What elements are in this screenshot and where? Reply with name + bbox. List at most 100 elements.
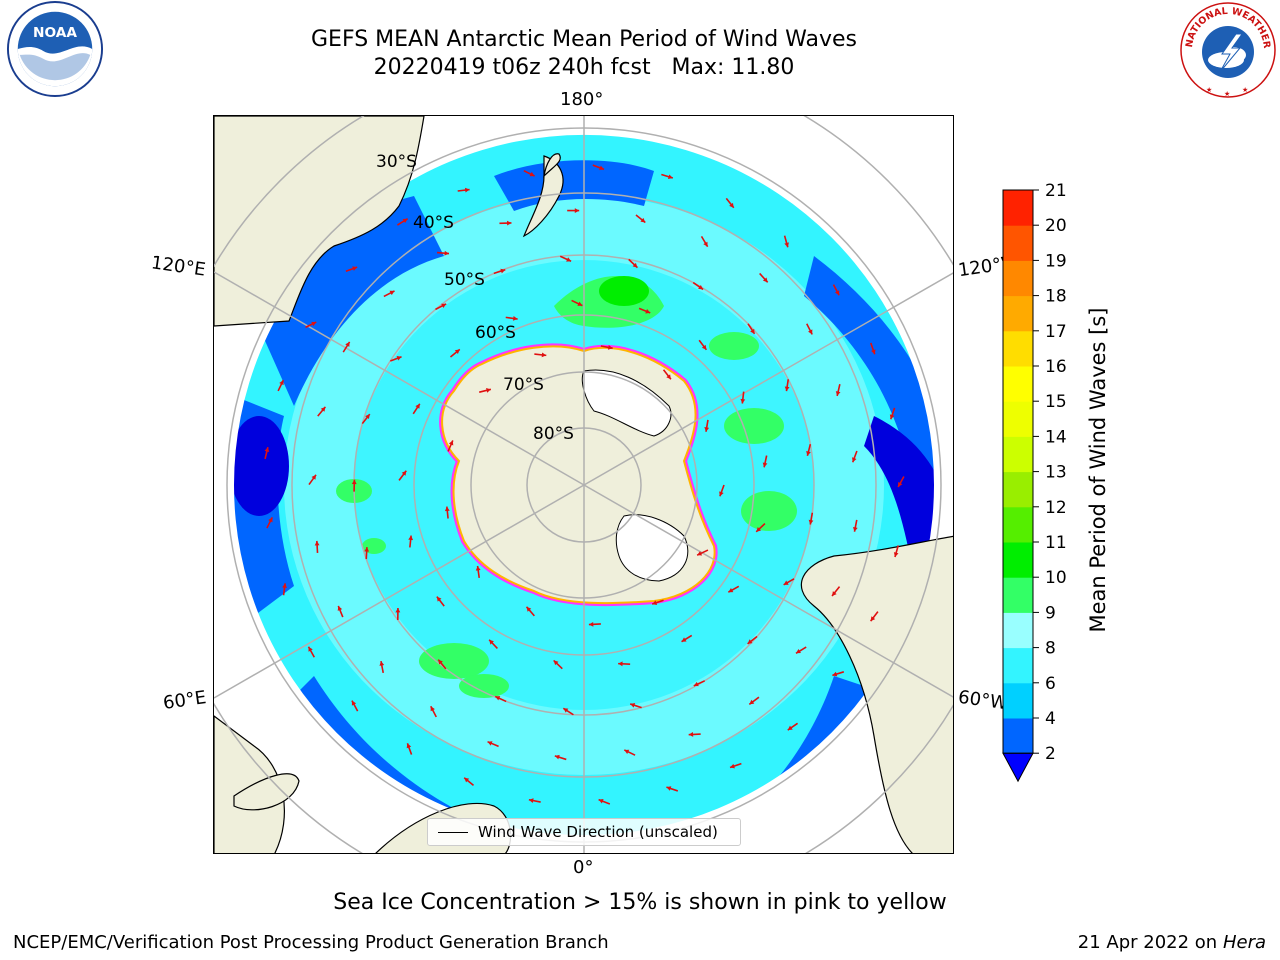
wave-arrow-head [703,241,708,247]
colorbar-segment [1003,682,1033,719]
svg-text:★: ★ [1206,86,1212,94]
south-america-landmass [801,535,953,853]
wave-arrow-head [396,356,402,361]
wave-arrow-head [351,700,357,706]
wave-arrow-head [889,414,895,420]
wave-arrow-head [365,414,370,420]
footer-credit: NCEP/EMC/Verification Post Processing Pr… [13,932,609,953]
wave-arrow-head [599,165,605,171]
colorbar-segment [1003,190,1033,226]
wave-arrow-head [681,637,687,642]
wave-arrow-head [282,583,287,588]
lon-label-0: 0° [573,857,594,878]
wave-arrow-head [795,648,801,654]
footer-host: Hera [1222,932,1266,953]
colorbar-segment [1003,295,1033,332]
colorbar-tick-label: 13 [1045,463,1067,483]
wave-arrow-head [389,290,395,296]
wave-arrow-head [395,607,401,613]
nws-logo: NATIONAL WEATHER SERVICE ★ ★ ★ [1178,0,1276,98]
lat-label-70s: 70°S [503,375,544,395]
wave-arrow-head [588,621,594,627]
wave-arrow-head [489,639,494,645]
colorbar-segment [1003,330,1033,367]
wave-arrow-head [464,187,470,193]
lon-label-120e: 120°E [149,252,207,281]
colorbar-tick-label: 12 [1045,498,1067,518]
wave-arrow-head [320,406,326,412]
wave-arrow-head [666,786,672,791]
svg-text:NOAA: NOAA [33,25,77,41]
wave-arrow-head [401,470,407,476]
wave-arrow-head [835,391,841,396]
wave-arrow-head [666,374,671,380]
wave-arrow-head [832,591,837,597]
colorbar-segment [1003,471,1033,508]
wave-arrow-head [756,527,762,532]
lon-label-60e: 60°E [161,687,208,714]
wave-arrow-head [430,706,435,712]
wave-arrow-head [577,301,583,306]
colorbar-segment [1003,436,1033,473]
wave-arrow-head [441,303,447,309]
wave-arrow-head [345,341,350,347]
wave-arrow-head [871,349,876,355]
wave-arrow-head [808,329,813,335]
wave-arrow-head [749,699,755,705]
new-zealand-south-landmass [543,153,561,178]
wave-arrow-head [852,526,858,532]
wave-arrow-head [529,171,535,177]
colorbar-tick-label: 9 [1045,603,1056,623]
wave-arrow-head [852,457,857,463]
wave-arrow-head [415,403,420,409]
wave-arrow-head [402,218,408,224]
wave-arrow-head [624,749,630,755]
wave-arrow-head [832,671,838,677]
legend-line-swatch [438,832,468,833]
wave-arrow-head [750,328,755,334]
lat-label-60s: 60°S [475,323,516,343]
colorbar-tick-label: 18 [1045,287,1067,307]
colorbar-segment [1003,225,1033,261]
wave-arrow-head [563,708,569,713]
colorbar-tick-label: 4 [1045,709,1056,729]
colorbar-tick-label: 11 [1045,533,1067,553]
colorbar-tick-label: 6 [1045,674,1056,694]
svg-text:★: ★ [1224,90,1230,98]
wave-arrow-head [526,606,532,612]
wave-arrow-head [652,600,658,605]
wave-arrow-head [697,551,703,556]
wave-arrow-head [704,427,710,432]
wave-arrow-head [495,696,501,701]
footer-date-text: 21 Apr 2022 on [1077,932,1223,953]
wave-arrow-head [784,386,790,392]
colorbar-segment [1003,577,1033,613]
colorbar-segment [1003,506,1033,543]
wave-arrow-head [264,447,270,453]
wave-arrow-head [607,345,613,350]
australia-landmass [214,116,425,327]
wave-arrow-head [693,681,699,687]
colorbar-label: Mean Period of Wind Waves [s] [1086,307,1110,633]
chart-subtitle: 20220419 t06z 240h fcst Max: 11.80 [373,55,795,80]
wave-arrow-head [486,388,491,393]
wave-arrow-head [632,262,638,268]
wave-arrow-head [464,777,470,783]
colorbar-extend-arrow [1002,752,1034,783]
lat-label-30s: 30°S [376,152,417,172]
wave-arrow-head [351,479,357,485]
madagascar-landmass [233,773,300,811]
map-canvas [214,116,953,853]
wave-arrow-head [337,605,343,611]
lat-label-40s: 40°S [413,213,454,233]
colorbar-segment [1003,542,1033,578]
ross-ice-shelf [581,369,672,437]
wave-arrow-head [311,474,317,480]
wave-arrow-head [688,732,694,737]
wave-arrow-head [645,309,651,314]
wave-arrow-head [311,321,317,327]
wave-arrow-head [898,482,903,488]
wave-arrow-head [730,763,735,769]
colorbar-segment [1003,718,1033,754]
colorbar-tick-label: 15 [1045,392,1067,412]
